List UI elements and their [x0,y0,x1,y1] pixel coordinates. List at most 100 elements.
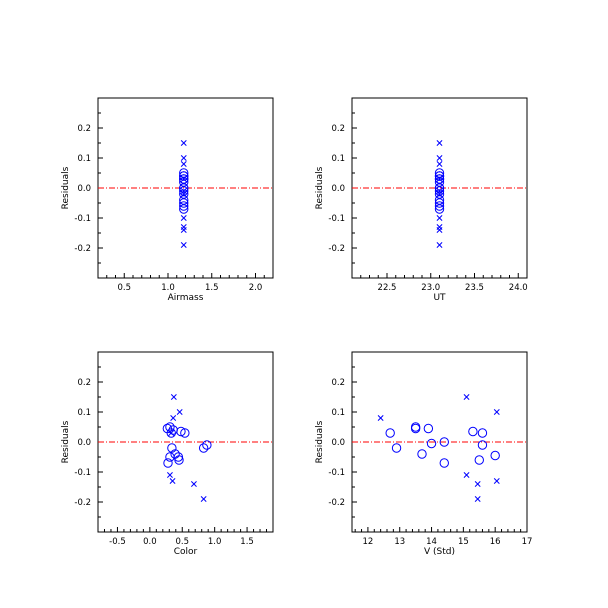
data-point-circle [434,201,445,211]
y-tick-label: 0.0 [331,438,345,448]
data-point-circle [434,204,445,214]
x-tick-label: 24.0 [509,283,528,293]
data-point-circle [468,426,478,437]
x-tick-label: 14 [426,537,437,547]
data-point-circle [410,423,421,434]
data-point-circle [176,426,186,437]
data-point-circle [202,440,212,450]
cross-stroke [436,215,443,221]
data-point-cross [166,472,173,478]
cross-stroke [493,409,500,415]
data-point-cross [200,496,207,502]
data-point-cross [436,227,443,233]
data-point-cross [493,478,500,484]
y-tick-label: -0.1 [74,468,91,478]
data-point-circle [434,168,445,178]
cross-stroke [170,394,177,400]
data-point-circle [439,437,449,447]
y-tick-label: -0.1 [328,214,345,224]
data-point-circle [434,189,445,199]
y-tick-label: 0.1 [331,408,345,418]
y-axis-title: Residuals [315,420,325,463]
data-point-circle [385,428,395,438]
data-point-cross [170,415,177,421]
y-tick-label: -0.1 [74,214,91,224]
data-point-circle [434,174,445,184]
x-axis-title: V (Std) [424,547,455,557]
cross-stroke [436,155,443,161]
chart-panel: -0.2 -0.1 0.0 0.1 0.2 22.5 23.0 23.5 24.0 UT Resid… [315,97,528,303]
cross-stroke [493,478,500,484]
data-point-circle [179,168,189,178]
x-tick-label: 1.0 [161,283,175,293]
cross-stroke [200,496,207,502]
cross-stroke [190,481,197,487]
data-point-cross [463,472,470,478]
x-tick-label: 0.0 [143,537,157,547]
x-tick-label: 23.5 [465,283,484,293]
cross-stroke [180,140,187,146]
y-tick-label: 0.0 [77,438,91,448]
data-point-circle [439,458,449,468]
data-point-circle [490,450,500,461]
y-tick-label: 0.1 [77,154,91,164]
cross-stroke [168,430,175,436]
x-tick-label: 1.5 [205,283,219,293]
chart-panel: -0.2 -0.1 0.0 0.1 0.2 12 13 14 15 16 17 V (Std) Resi… [315,351,532,557]
x-tick-label: 22.5 [378,283,397,293]
cross-stroke [180,242,187,248]
y-tick-label: 0.2 [77,378,91,388]
x-tick-label: 16 [490,537,501,547]
y-tick-label: -0.2 [74,498,91,508]
data-point-circle [179,195,189,205]
y-tick-label: 0.0 [331,184,345,194]
y-tick-label: 0.2 [331,124,345,134]
x-axis-title: Color [174,547,198,557]
data-point-cross [180,242,187,248]
data-point-circle [165,452,175,462]
cross-stroke [436,161,443,167]
cross-stroke [474,481,481,487]
y-tick-label: 0.0 [77,184,91,194]
y-tick-label: -0.1 [328,468,345,478]
data-point-circle [166,428,176,438]
data-point-circle [434,171,445,181]
data-point-cross [180,227,187,233]
data-point-cross [474,496,481,502]
data-point-circle [423,423,434,434]
data-point-circle [477,428,488,438]
cross-stroke [170,415,177,421]
data-point-cross [474,481,481,487]
cross-stroke [180,161,187,167]
data-point-cross [463,394,470,400]
data-point-circle [179,189,189,199]
data-point-circle [179,183,189,193]
data-point-circle [198,443,209,453]
data-point-cross [170,394,177,400]
x-tick-label: 13 [394,537,405,547]
data-point-circle [179,186,189,196]
y-tick-label: 0.1 [331,154,345,164]
data-point-circle [163,458,173,468]
y-axis-title: Residuals [61,420,71,463]
data-point-cross [436,161,443,167]
x-tick-label: 23.0 [421,283,440,293]
data-point-circle [179,171,189,181]
data-point-circle [174,455,184,465]
x-tick-label: -0.5 [109,537,126,547]
y-tick-label: -0.2 [328,498,345,508]
data-point-circle [434,198,445,208]
data-point-circle [391,443,402,453]
data-point-circle [417,449,427,459]
data-point-cross [190,481,197,487]
data-point-cross [436,140,443,146]
x-tick-label: 0.5 [175,537,189,547]
data-point-circle [434,195,445,205]
y-axis-title: Residuals [61,166,71,209]
data-point-cross [436,155,443,161]
x-tick-label: 0.5 [117,283,131,293]
cross-stroke [436,140,443,146]
cross-stroke [463,394,470,400]
data-point-cross [493,409,500,415]
